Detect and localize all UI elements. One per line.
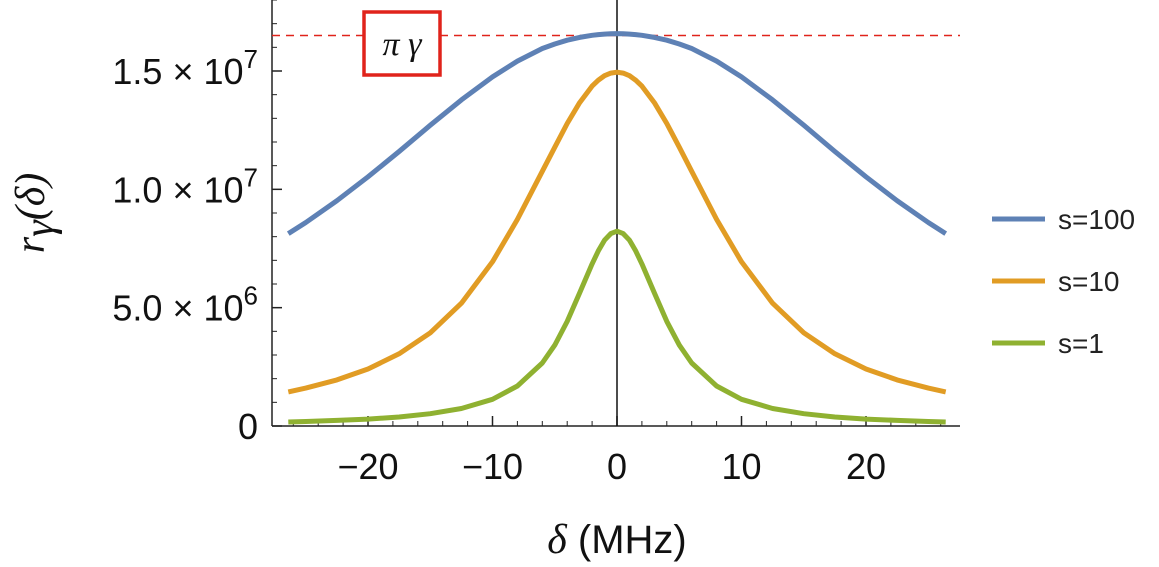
series-line-s=100	[286, 31, 948, 236]
x-tick-label: −20	[337, 446, 398, 487]
y-tick-label: 1.0 × 107	[112, 162, 258, 210]
legend-label-s=10: s=10	[1058, 266, 1120, 297]
series-line-s=1	[288, 228, 946, 425]
x-tick-label: −10	[462, 446, 523, 487]
x-tick-label: 10	[721, 446, 761, 487]
legend-label-s=100: s=100	[1058, 204, 1135, 235]
y-tick-label: 1.5 × 107	[112, 44, 258, 92]
y-tick-label: 0	[238, 406, 258, 447]
annotation-box	[362, 10, 442, 77]
x-tick-label: 0	[607, 446, 627, 487]
y-axis-label: rγ(δ)	[8, 173, 63, 253]
x-tick-label: 20	[846, 446, 886, 487]
x-axis-label: δ (MHz)	[547, 517, 687, 563]
y-tick-label: 5.0 × 106	[112, 281, 258, 329]
annotation-label: π γ	[383, 26, 424, 63]
series-line-s=10	[287, 69, 947, 395]
legend-label-s=1: s=1	[1058, 328, 1104, 359]
